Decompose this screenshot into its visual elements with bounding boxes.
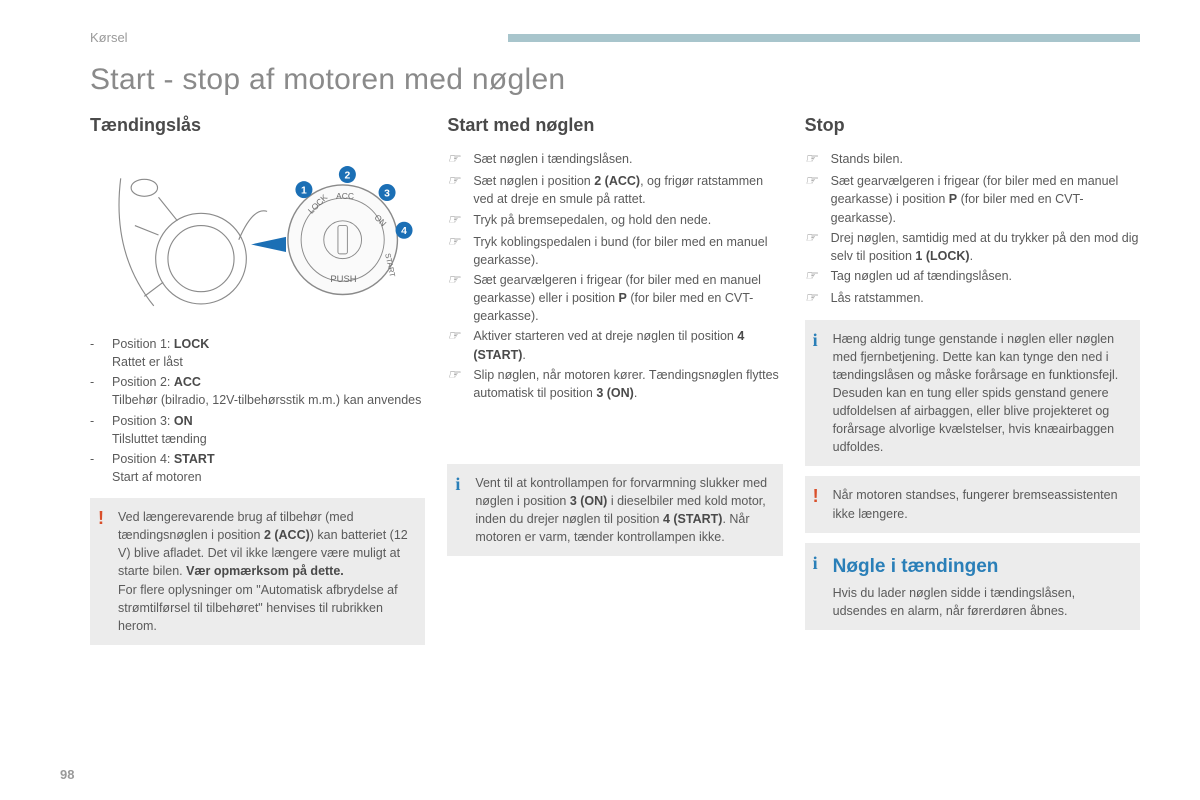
position-item: -Position 4: STARTStart af motoren — [90, 450, 425, 486]
position-item: -Position 3: ONTilsluttet tænding — [90, 412, 425, 448]
callout-3: 3 — [384, 188, 390, 199]
step-item: ☞Slip nøglen, når motoren kører. Tænding… — [447, 366, 782, 402]
col3-heading: Stop — [805, 115, 1140, 136]
col1-warning-text: Ved længerevarende brug af tilbehør (med… — [118, 508, 413, 635]
col2-info-text: Vent til at kontrollampen for forvarmnin… — [475, 474, 770, 547]
warning-icon: ! — [813, 486, 833, 522]
col3-warning-box: ! Når motoren standses, fungerer bremsea… — [805, 476, 1140, 532]
step-item: ☞Sæt nøglen i tændingslåsen. — [447, 150, 782, 170]
col2-heading: Start med nøglen — [447, 115, 782, 136]
info-icon: i — [813, 553, 833, 621]
step-item: ☞Drej nøglen, samtidig med at du trykker… — [805, 229, 1140, 265]
col1-heading: Tændingslås — [90, 115, 425, 136]
col3-info1-text: Hæng aldrig tunge genstande i nøglen ell… — [833, 330, 1128, 457]
callout-1: 1 — [301, 185, 307, 196]
callout-2: 2 — [344, 170, 350, 181]
col2-steps: ☞Sæt nøglen i tændingslåsen.☞Sæt nøglen … — [447, 150, 782, 402]
step-item: ☞Aktiver starteren ved at dreje nøglen t… — [447, 327, 782, 363]
col3-steps: ☞Stands bilen.☞Sæt gearvælgeren i frigea… — [805, 150, 1140, 310]
column-start: Start med nøglen ☞Sæt nøglen i tændingsl… — [447, 115, 782, 655]
step-item: ☞Sæt nøglen i position 2 (ACC), og frigø… — [447, 172, 782, 208]
page-header: Kørsel — [90, 30, 1140, 45]
step-item: ☞Lås ratstammen. — [805, 289, 1140, 309]
dial-label-acc: ACC — [336, 191, 354, 201]
step-item: ☞Tag nøglen ud af tændingslåsen. — [805, 267, 1140, 287]
position-list: -Position 1: LOCKRattet er låst-Position… — [90, 335, 425, 486]
ignition-diagram: LOCK ACC ON START PUSH 1 2 3 4 — [90, 150, 425, 320]
step-item: ☞Tryk koblingspedalen i bund (for biler … — [447, 233, 782, 269]
content-columns: Tændingslås LOCK ACC ON START PUSH — [90, 115, 1140, 655]
callout-4: 4 — [401, 226, 407, 237]
page-number: 98 — [60, 767, 74, 782]
col2-info-box: i Vent til at kontrollampen for forvarmn… — [447, 464, 782, 557]
page-title: Start - stop af motoren med nøglen — [90, 63, 1140, 97]
step-item: ☞Sæt gearvælgeren i frigear (for biler m… — [805, 172, 1140, 226]
dial-label-push: PUSH — [330, 274, 356, 285]
column-stop: Stop ☞Stands bilen.☞Sæt gearvælgeren i f… — [805, 115, 1140, 655]
header-bar — [508, 34, 1140, 42]
info-icon: i — [813, 330, 833, 457]
col3-info2-box: i Nøgle i tændingen Hvis du lader nøglen… — [805, 543, 1140, 631]
col3-info2-title: Nøgle i tændingen — [833, 553, 1128, 581]
col3-info1-box: i Hæng aldrig tunge genstande i nøglen e… — [805, 320, 1140, 467]
col1-warning-box: ! Ved længerevarende brug af tilbehør (m… — [90, 498, 425, 645]
position-item: -Position 2: ACCTilbehør (bilradio, 12V-… — [90, 373, 425, 409]
pointer-arrow-icon — [251, 237, 286, 252]
col3-info2-text: Hvis du lader nøglen sidde i tændingslås… — [833, 584, 1128, 620]
column-ignition-lock: Tændingslås LOCK ACC ON START PUSH — [90, 115, 425, 655]
warning-icon: ! — [98, 508, 118, 635]
step-item: ☞Stands bilen. — [805, 150, 1140, 170]
section-label: Kørsel — [90, 30, 128, 45]
step-item: ☞Tryk på bremsepedalen, og hold den nede… — [447, 211, 782, 231]
info-icon: i — [455, 474, 475, 547]
position-item: -Position 1: LOCKRattet er låst — [90, 335, 425, 371]
step-item: ☞Sæt gearvælgeren i frigear (for biler m… — [447, 271, 782, 325]
col3-warning-text: Når motoren standses, fungerer bremseass… — [833, 486, 1128, 522]
